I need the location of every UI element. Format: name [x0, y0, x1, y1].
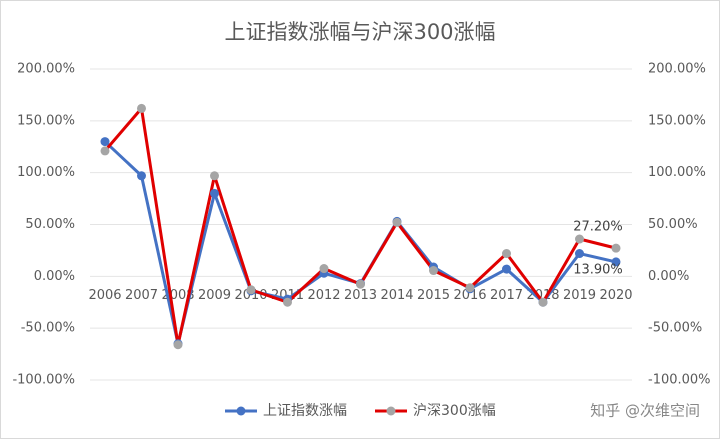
data-label: 13.90% [573, 262, 623, 277]
x-tick-label: 2014 [380, 288, 413, 303]
point-marker [283, 297, 292, 307]
point-marker [465, 283, 475, 293]
point-marker [538, 297, 548, 307]
legend-marker [236, 406, 246, 416]
x-tick-label: 2020 [599, 288, 632, 303]
x-tick-label: 2009 [198, 288, 231, 303]
point-marker [611, 257, 621, 267]
y-tick-label: 50.00% [25, 217, 75, 232]
x-tick-label: 2019 [563, 288, 596, 303]
x-tick-label: 2017 [490, 288, 523, 303]
x-tick-label: 2007 [125, 288, 158, 303]
point-marker [575, 234, 584, 244]
point-marker [173, 340, 183, 350]
point-marker [356, 279, 365, 289]
y-tick-label: 200.00% [17, 62, 75, 77]
y2-tick-label: -100.00% [648, 373, 711, 388]
y-tick-label: 0.00% [34, 269, 75, 284]
point-marker [319, 264, 329, 274]
point-marker [502, 249, 511, 259]
data-label: 27.20% [573, 220, 623, 235]
point-marker [137, 171, 146, 181]
y-tick-label: 100.00% [17, 165, 75, 180]
y-tick-label: -50.00% [21, 321, 75, 336]
watermark: 知乎 @次维空间 [590, 402, 700, 420]
x-tick-label: 2012 [307, 288, 340, 303]
x-tick-label: 2016 [453, 288, 486, 303]
y2-tick-label: 0.00% [648, 269, 689, 284]
x-tick-label: 2015 [417, 288, 450, 303]
legend-label: 上证指数涨幅 [263, 403, 347, 419]
legend-marker [386, 406, 396, 416]
point-marker [100, 146, 110, 156]
point-marker [611, 243, 621, 253]
y2-tick-label: -50.00% [648, 321, 702, 336]
point-marker [100, 137, 110, 147]
y-tick-label: -100.00% [12, 373, 75, 388]
point-marker [246, 285, 256, 295]
y2-tick-label: 50.00% [648, 217, 698, 232]
point-marker [392, 217, 402, 227]
point-marker [210, 171, 219, 181]
point-marker [575, 249, 584, 259]
point-marker [137, 103, 146, 113]
legend-label: 沪深300涨幅 [413, 403, 496, 419]
chart-title: 上证指数涨幅与沪深300涨幅 [224, 20, 495, 44]
y2-tick-label: 200.00% [648, 62, 706, 77]
x-tick-label: 2006 [88, 288, 121, 303]
x-tick-label: 2013 [344, 288, 377, 303]
y-tick-label: 150.00% [17, 113, 75, 128]
y2-tick-label: 100.00% [648, 165, 706, 180]
y2-tick-label: 150.00% [648, 113, 706, 128]
point-marker [210, 188, 219, 198]
point-marker [429, 266, 438, 276]
point-marker [502, 264, 511, 274]
